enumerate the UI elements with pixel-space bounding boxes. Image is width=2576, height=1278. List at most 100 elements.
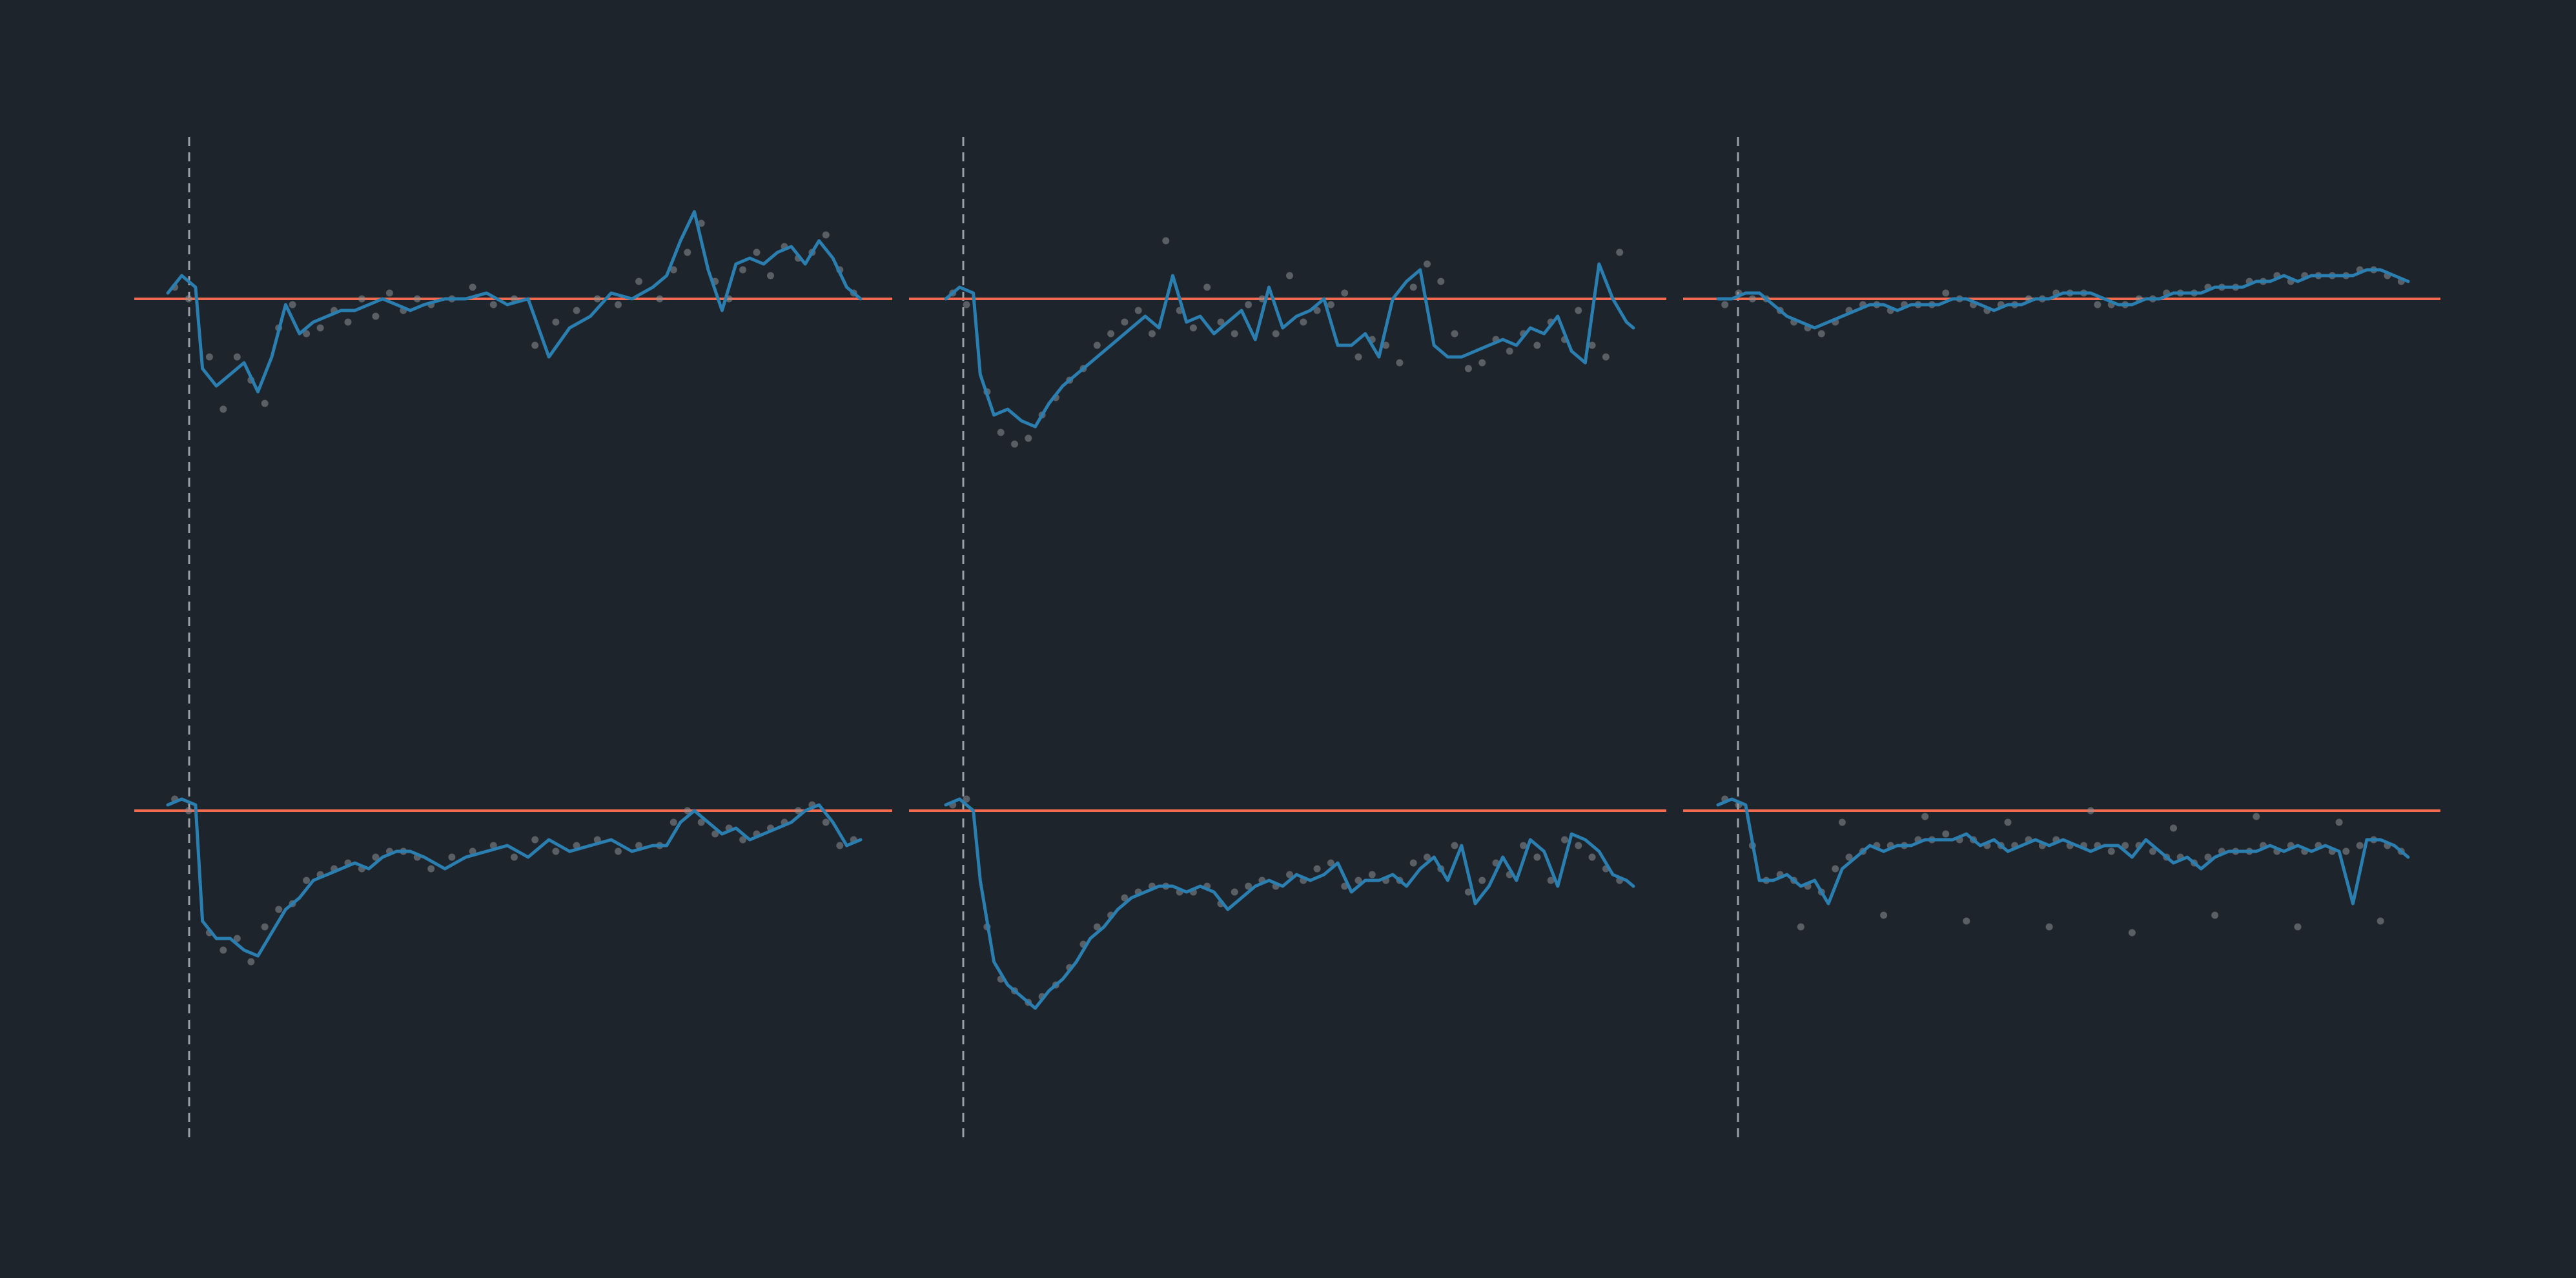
data-point [1464,365,1472,372]
data-point [1838,818,1846,826]
data-point [2128,929,2136,937]
series-line [166,797,863,958]
data-point [1942,830,1950,838]
data-point [261,923,269,931]
data-point [303,330,311,338]
data-point [711,830,719,838]
data-point [344,318,352,326]
data-point [2342,847,2350,855]
data-point [2107,847,2115,855]
data-point [303,877,311,884]
data-point [1245,882,1252,890]
data-point [1464,888,1472,896]
data-point [2294,923,2302,931]
data-point [2204,853,2212,861]
data-point [1025,434,1032,442]
data-point [1231,330,1238,338]
data-point [233,935,241,942]
data-point [372,853,380,861]
data-point [489,301,497,309]
data-point [316,324,324,332]
data-point [1817,330,1825,338]
data-point [358,295,365,303]
data-point [2253,813,2260,820]
data-point [1217,318,1225,326]
panel-r1c2 [909,237,1666,448]
data-point [1121,894,1129,902]
data-point [2149,847,2156,855]
data-point [2170,824,2177,832]
data-point [1588,853,1596,861]
data-point [2211,911,2219,919]
data-point [552,847,560,855]
data-point [573,307,580,314]
data-point [1189,324,1197,332]
data-point [2087,807,2094,815]
data-point [1231,888,1238,896]
data-point [767,272,774,279]
data-point [1533,853,1541,861]
data-point [552,318,560,326]
data-point [1451,330,1458,338]
data-point [469,283,476,291]
data-point [1588,341,1596,349]
data-point [1921,813,1929,820]
data-point [427,865,435,873]
data-point [1011,440,1018,448]
panel-r1c3 [1683,266,2440,338]
data-point [205,353,213,361]
data-point [1327,859,1334,867]
data-point [836,842,844,849]
panel-r2c1 [134,795,892,966]
data-point [385,289,393,297]
data-point [1203,283,1211,291]
data-point [963,301,970,309]
data-point [1162,237,1170,245]
data-point [1721,301,1729,309]
data-point [1354,877,1362,884]
data-point [233,353,241,361]
series-line [166,210,863,394]
data-point [1409,859,1417,867]
data-point [1093,923,1101,931]
data-point [1424,260,1431,268]
data-point [2004,818,2012,826]
data-point [1575,307,1582,314]
data-point [593,295,601,303]
data-point [635,278,643,285]
data-point [220,946,227,954]
data-point [615,847,622,855]
data-point [684,249,691,256]
data-point [1547,877,1555,884]
data-point [1107,330,1115,338]
data-point [1313,865,1321,873]
data-point [1409,283,1417,291]
data-point [1437,278,1445,285]
data-point [997,429,1005,436]
data-point [1424,853,1431,861]
data-point [1520,842,1528,849]
series-line [944,262,1635,429]
panel-r1c1 [134,210,892,413]
data-point [794,807,802,815]
data-point [289,301,296,309]
data-point [739,836,747,844]
data-point [1286,272,1293,279]
data-point [1845,853,1853,861]
data-point [1797,923,1804,931]
panel-r2c3 [1683,795,2440,937]
data-point [2121,842,2129,849]
data-point [1880,911,1888,919]
data-point [1313,307,1321,314]
data-point [1134,307,1142,314]
data-point [1748,295,1756,303]
data-point [1602,353,1610,361]
data-point [1533,341,1541,349]
panel-r2c2 [909,795,1666,1010]
data-point [220,405,227,413]
data-point [1245,301,1252,309]
data-point [185,295,192,303]
data-point [2377,917,2384,925]
